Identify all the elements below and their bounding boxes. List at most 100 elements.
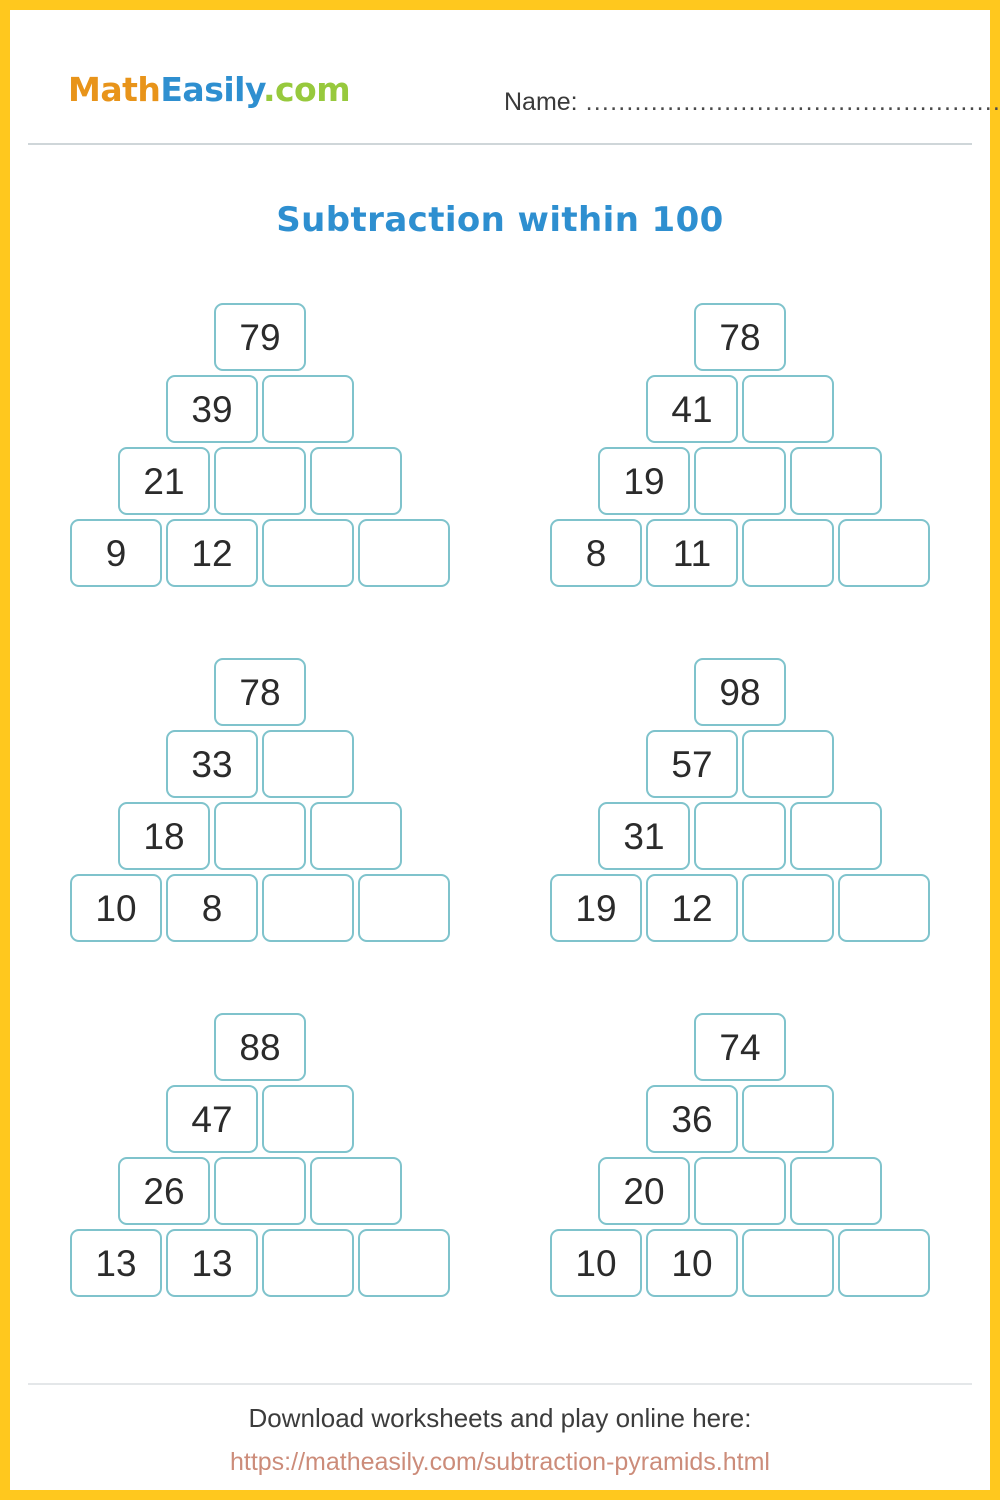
- pyramid-row: 8 11: [500, 519, 980, 587]
- pyramid-brick-blank[interactable]: [742, 519, 834, 587]
- pyramid-row: 74: [500, 1013, 980, 1081]
- pyramid-brick-blank[interactable]: [742, 1085, 834, 1153]
- pyramid-brick-blank[interactable]: [358, 1229, 450, 1297]
- header-divider: [28, 143, 972, 145]
- pyramid-brick-filled: 78: [214, 658, 306, 726]
- pyramid-grid-row: 79 39 21 9 12 78 41 19 8 11: [20, 303, 980, 658]
- pyramid-brick-blank[interactable]: [694, 802, 786, 870]
- pyramid-brick-filled: 74: [694, 1013, 786, 1081]
- pyramid-brick-blank[interactable]: [214, 1157, 306, 1225]
- name-dotted-line[interactable]: ........................................…: [585, 88, 1000, 116]
- pyramid-row: 98: [500, 658, 980, 726]
- pyramid-row: 13 13: [20, 1229, 500, 1297]
- worksheet-header: MathEasily.com Name: ...................…: [20, 20, 1000, 143]
- pyramid-row: 78: [500, 303, 980, 371]
- worksheet-footer: Download worksheets and play online here…: [20, 1403, 980, 1477]
- pyramid-brick-blank[interactable]: [742, 730, 834, 798]
- pyramid-brick-filled: 10: [646, 1229, 738, 1297]
- pyramid-brick-filled: 79: [214, 303, 306, 371]
- pyramid-cell: 74 36 20 10 10: [500, 1013, 980, 1368]
- pyramid-brick-blank[interactable]: [694, 1157, 786, 1225]
- pyramid-brick-blank[interactable]: [358, 519, 450, 587]
- pyramid-row: 9 12: [20, 519, 500, 587]
- pyramid-brick-blank[interactable]: [310, 1157, 402, 1225]
- pyramid-row: 41: [500, 375, 980, 443]
- pyramid-cell: 88 47 26 13 13: [20, 1013, 500, 1368]
- pyramid-row: 20: [500, 1157, 980, 1225]
- pyramid-brick-blank[interactable]: [262, 1085, 354, 1153]
- pyramid-brick-blank[interactable]: [262, 1229, 354, 1297]
- pyramid-row: 47: [20, 1085, 500, 1153]
- pyramid-brick-filled: 13: [70, 1229, 162, 1297]
- pyramid-brick-filled: 41: [646, 375, 738, 443]
- pyramid-row: 10 8: [20, 874, 500, 942]
- pyramid-brick-blank[interactable]: [262, 375, 354, 443]
- name-field[interactable]: Name: ..................................…: [504, 88, 1000, 117]
- pyramid-brick-filled: 10: [550, 1229, 642, 1297]
- pyramid-cell: 78 33 18 10 8: [20, 658, 500, 1013]
- pyramid-row: 18: [20, 802, 500, 870]
- pyramid-brick-filled: 13: [166, 1229, 258, 1297]
- pyramid-brick-filled: 88: [214, 1013, 306, 1081]
- pyramid-row: 31: [500, 802, 980, 870]
- pyramid-brick-filled: 12: [166, 519, 258, 587]
- pyramid-brick-filled: 8: [550, 519, 642, 587]
- pyramid-4: 98 57 31 19 12: [500, 658, 980, 946]
- pyramid-brick-blank[interactable]: [838, 519, 930, 587]
- pyramid-brick-filled: 18: [118, 802, 210, 870]
- pyramid-brick-blank[interactable]: [310, 447, 402, 515]
- footer-url[interactable]: https://matheasily.com/subtraction-pyram…: [229, 1448, 770, 1476]
- pyramid-brick-filled: 98: [694, 658, 786, 726]
- pyramid-row: 26: [20, 1157, 500, 1225]
- pyramid-brick-blank[interactable]: [262, 519, 354, 587]
- footer-prompt: Download worksheets and play online here…: [248, 1403, 752, 1433]
- pyramid-brick-blank[interactable]: [214, 802, 306, 870]
- pyramid-row: 88: [20, 1013, 500, 1081]
- pyramid-brick-blank[interactable]: [694, 447, 786, 515]
- pyramid-brick-filled: 19: [550, 874, 642, 942]
- pyramid-brick-filled: 12: [646, 874, 738, 942]
- pyramid-5: 88 47 26 13 13: [20, 1013, 500, 1301]
- pyramid-row: 79: [20, 303, 500, 371]
- pyramid-grid-row: 88 47 26 13 13 74 36 20 10 10: [20, 1013, 980, 1368]
- pyramid-brick-filled: 10: [70, 874, 162, 942]
- pyramid-brick-blank[interactable]: [262, 730, 354, 798]
- pyramid-brick-blank[interactable]: [790, 447, 882, 515]
- pyramid-brick-blank[interactable]: [838, 874, 930, 942]
- pyramid-cell: 98 57 31 19 12: [500, 658, 980, 1013]
- pyramid-brick-filled: 21: [118, 447, 210, 515]
- pyramid-6: 74 36 20 10 10: [500, 1013, 980, 1301]
- pyramid-brick-blank[interactable]: [742, 874, 834, 942]
- pyramid-row: 10 10: [500, 1229, 980, 1297]
- pyramid-brick-blank[interactable]: [214, 447, 306, 515]
- logo-part-com: .com: [262, 70, 351, 109]
- pyramid-brick-blank[interactable]: [310, 802, 402, 870]
- pyramid-brick-filled: 78: [694, 303, 786, 371]
- pyramid-brick-blank[interactable]: [790, 802, 882, 870]
- pyramid-brick-filled: 31: [598, 802, 690, 870]
- pyramid-brick-blank[interactable]: [262, 874, 354, 942]
- pyramid-brick-blank[interactable]: [742, 1229, 834, 1297]
- pyramid-row: 19 12: [500, 874, 980, 942]
- pyramid-brick-blank[interactable]: [742, 375, 834, 443]
- pyramid-row: 21: [20, 447, 500, 515]
- worksheet-sheet: MathEasily.com Name: ...................…: [20, 20, 1000, 1490]
- pyramid-2: 78 41 19 8 11: [500, 303, 980, 591]
- pyramid-brick-blank[interactable]: [838, 1229, 930, 1297]
- pyramid-row: 33: [20, 730, 500, 798]
- pyramid-brick-blank[interactable]: [790, 1157, 882, 1225]
- pyramid-brick-blank[interactable]: [358, 874, 450, 942]
- pyramid-cell: 78 41 19 8 11: [500, 303, 980, 658]
- pyramid-1: 79 39 21 9 12: [20, 303, 500, 591]
- pyramid-row: 78: [20, 658, 500, 726]
- pyramid-row: 39: [20, 375, 500, 443]
- pyramid-brick-filled: 47: [166, 1085, 258, 1153]
- pyramid-grid-row: 78 33 18 10 8 98 57 31 19 12: [20, 658, 980, 1013]
- pyramid-brick-filled: 8: [166, 874, 258, 942]
- pyramid-brick-filled: 39: [166, 375, 258, 443]
- pyramid-row: 19: [500, 447, 980, 515]
- footer-divider: [28, 1383, 972, 1385]
- logo-part-math: Math: [68, 70, 161, 109]
- logo-part-easily: Easily: [160, 70, 263, 109]
- site-logo: MathEasily.com: [68, 70, 351, 109]
